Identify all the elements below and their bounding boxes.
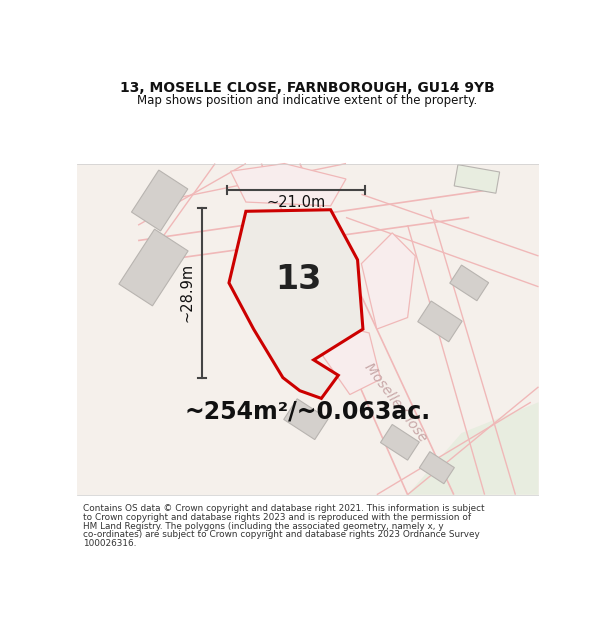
Polygon shape: [361, 233, 415, 329]
Polygon shape: [229, 210, 363, 398]
Text: ~28.9m: ~28.9m: [179, 263, 194, 322]
Polygon shape: [407, 402, 539, 494]
Text: co-ordinates) are subject to Crown copyright and database rights 2023 Ordnance S: co-ordinates) are subject to Crown copyr…: [83, 531, 479, 539]
Polygon shape: [284, 399, 328, 439]
Text: to Crown copyright and database rights 2023 and is reproduced with the permissio: to Crown copyright and database rights 2…: [83, 512, 471, 522]
Polygon shape: [380, 424, 419, 460]
Text: Moselle Close: Moselle Close: [362, 360, 430, 444]
Text: Contains OS data © Crown copyright and database right 2021. This information is : Contains OS data © Crown copyright and d…: [83, 504, 484, 513]
Text: 13, MOSELLE CLOSE, FARNBOROUGH, GU14 9YB: 13, MOSELLE CLOSE, FARNBOROUGH, GU14 9YB: [120, 81, 495, 95]
Polygon shape: [119, 229, 188, 306]
Polygon shape: [450, 265, 488, 301]
Polygon shape: [454, 164, 500, 193]
Text: 13: 13: [275, 262, 322, 296]
Bar: [77, 164, 539, 494]
Polygon shape: [131, 170, 188, 231]
Polygon shape: [323, 325, 380, 394]
Polygon shape: [230, 164, 346, 206]
Text: 100026316.: 100026316.: [83, 539, 136, 548]
Polygon shape: [419, 452, 454, 484]
Text: ~254m²/~0.063ac.: ~254m²/~0.063ac.: [184, 399, 431, 424]
Polygon shape: [418, 301, 462, 342]
Text: ~21.0m: ~21.0m: [266, 194, 326, 209]
Text: Map shows position and indicative extent of the property.: Map shows position and indicative extent…: [137, 94, 478, 107]
Text: HM Land Registry. The polygons (including the associated geometry, namely x, y: HM Land Registry. The polygons (includin…: [83, 522, 443, 531]
